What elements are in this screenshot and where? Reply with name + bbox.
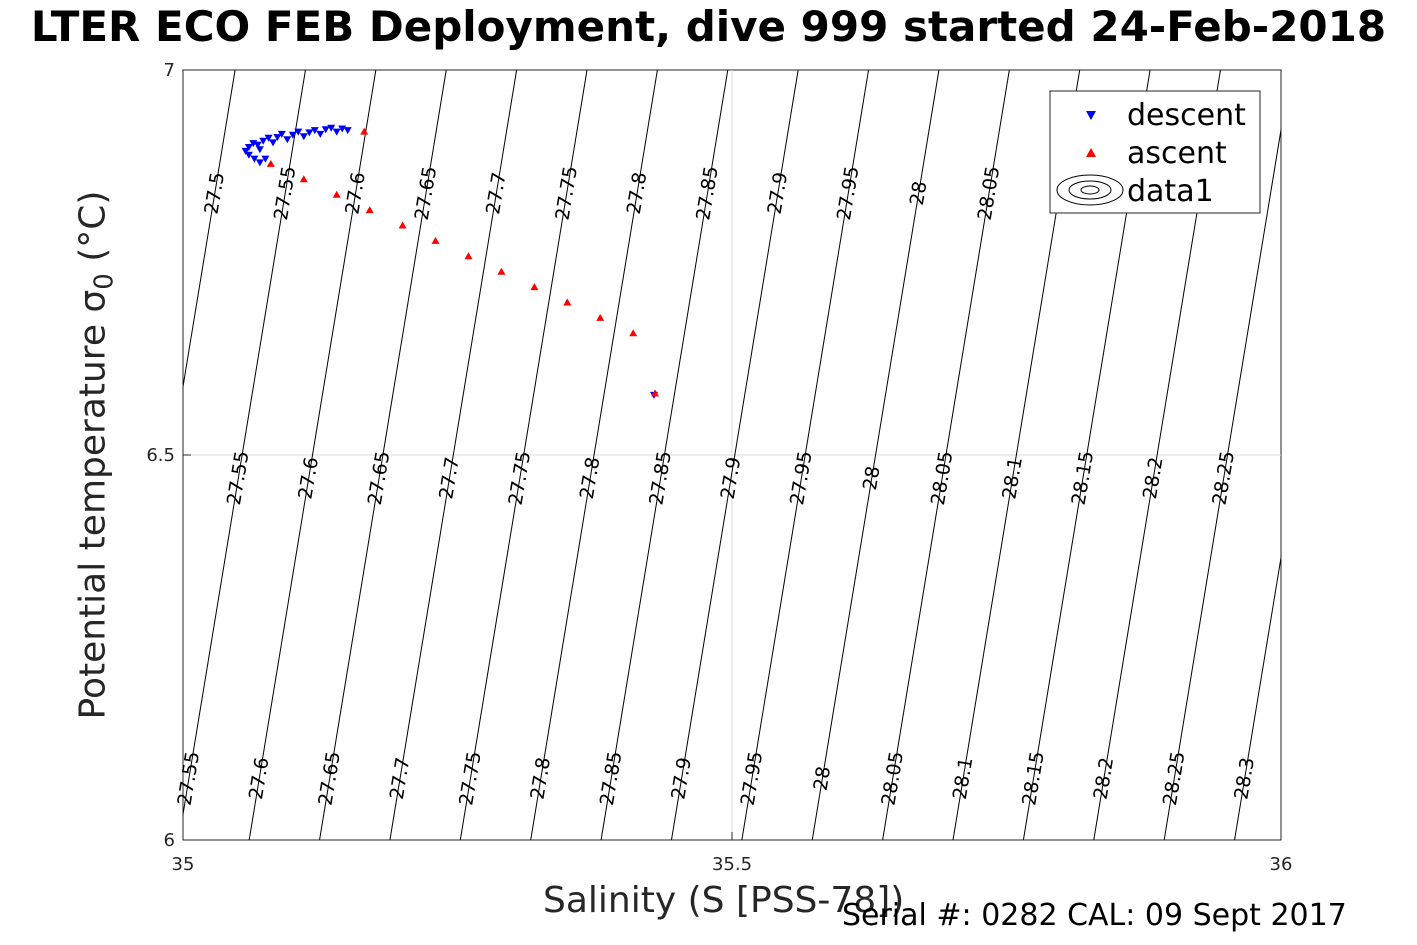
descent-point xyxy=(269,139,277,147)
descent-point xyxy=(255,159,264,167)
contour-line-27.6 xyxy=(248,70,377,840)
descent-point xyxy=(259,137,268,145)
ascent-point xyxy=(431,236,440,244)
ascent-point xyxy=(360,127,369,135)
descent-point xyxy=(327,124,336,132)
descent-point xyxy=(244,144,253,151)
descent-point xyxy=(244,151,253,159)
descent-point xyxy=(310,127,319,135)
legend-contour-icon xyxy=(1056,174,1124,206)
y-tick-label: 7 xyxy=(164,60,175,81)
y-axis-label-text: Potential temperature xyxy=(72,312,114,720)
ascent-point xyxy=(563,298,572,306)
x-tick-label: 35 xyxy=(172,854,195,875)
contour-label: 28 xyxy=(810,765,836,792)
contour-line-28 xyxy=(811,70,940,840)
descent-point xyxy=(288,131,297,139)
ascent-point xyxy=(464,252,473,260)
contour-line-27.75 xyxy=(459,70,588,840)
descent-point xyxy=(294,128,303,136)
legend: descent ascent data1 xyxy=(1049,90,1261,214)
ascent-point xyxy=(299,175,308,183)
y-axis-sigma: σ xyxy=(72,289,114,313)
contour-line-28.25 xyxy=(1163,126,1281,840)
contour-line-27.8 xyxy=(530,70,658,840)
data-series xyxy=(241,124,660,399)
descent-point xyxy=(253,141,262,149)
descent-point xyxy=(332,128,341,136)
descent-point xyxy=(299,133,308,141)
contour-line-27.85 xyxy=(600,70,729,840)
legend-ascent-label: ascent xyxy=(1127,136,1227,171)
ascent-point xyxy=(365,206,374,214)
contour-line-27.9 xyxy=(670,70,799,840)
ascent-point xyxy=(332,190,341,198)
ascent-point xyxy=(596,313,605,321)
contour-line-27.7 xyxy=(389,70,518,840)
ascent-point xyxy=(497,267,506,275)
axis-ticks: 35 35.5 36 6 6.5 7 xyxy=(146,60,1292,875)
y-axis-unit: (°C) xyxy=(72,190,114,274)
ascent-point xyxy=(398,221,407,229)
contour-line-28.3 xyxy=(1234,554,1281,840)
descent-point xyxy=(283,136,292,144)
contour-line-27.55 xyxy=(183,70,306,818)
chart-title: LTER ECO FEB Deployment, dive 999 starte… xyxy=(30,2,1387,51)
legend-descent-marker xyxy=(1086,111,1096,120)
legend-descent-label: descent xyxy=(1127,98,1246,133)
descent-point xyxy=(250,155,259,163)
descent-point xyxy=(321,126,330,134)
ascent-point xyxy=(530,283,539,291)
x-tick-label: 35.5 xyxy=(712,854,752,875)
legend-data1-label: data1 xyxy=(1127,174,1214,209)
y-axis-label: Potential temperature σ0 (°C) xyxy=(73,191,120,720)
contour-line-28.05 xyxy=(882,70,1010,840)
x-axis-label: Salinity (S [PSS-78]) xyxy=(543,880,905,921)
contour-label: 28 xyxy=(906,180,932,207)
descent-point xyxy=(316,130,325,138)
contour-line-27.65 xyxy=(319,70,447,840)
y-tick-label: 6.5 xyxy=(146,445,175,466)
density-contours xyxy=(183,70,1281,840)
grid-lines xyxy=(183,70,1281,840)
descent-point xyxy=(305,129,314,137)
y-axis-sigma-subscript: 0 xyxy=(89,273,120,290)
descent-point xyxy=(241,147,250,155)
descent-point xyxy=(277,130,286,138)
descent-point xyxy=(343,127,352,135)
legend-ascent-marker xyxy=(1086,148,1096,157)
contour-label: 28 xyxy=(859,464,885,491)
x-tick-label: 36 xyxy=(1270,854,1293,875)
ascent-point xyxy=(629,329,638,337)
contour-line-27.5 xyxy=(183,70,236,390)
contour-line-27.95 xyxy=(741,70,870,840)
ascent-point xyxy=(266,159,275,167)
descent-point xyxy=(255,146,264,154)
descent-point xyxy=(264,134,273,142)
legend-box xyxy=(1049,90,1261,214)
descent-point xyxy=(273,134,282,141)
ascent-point xyxy=(651,389,660,397)
y-tick-label: 6 xyxy=(164,830,175,851)
serial-footer: Serial #: 0282 CAL: 09 Sept 2017 xyxy=(842,898,1347,933)
descent-point xyxy=(261,155,270,163)
